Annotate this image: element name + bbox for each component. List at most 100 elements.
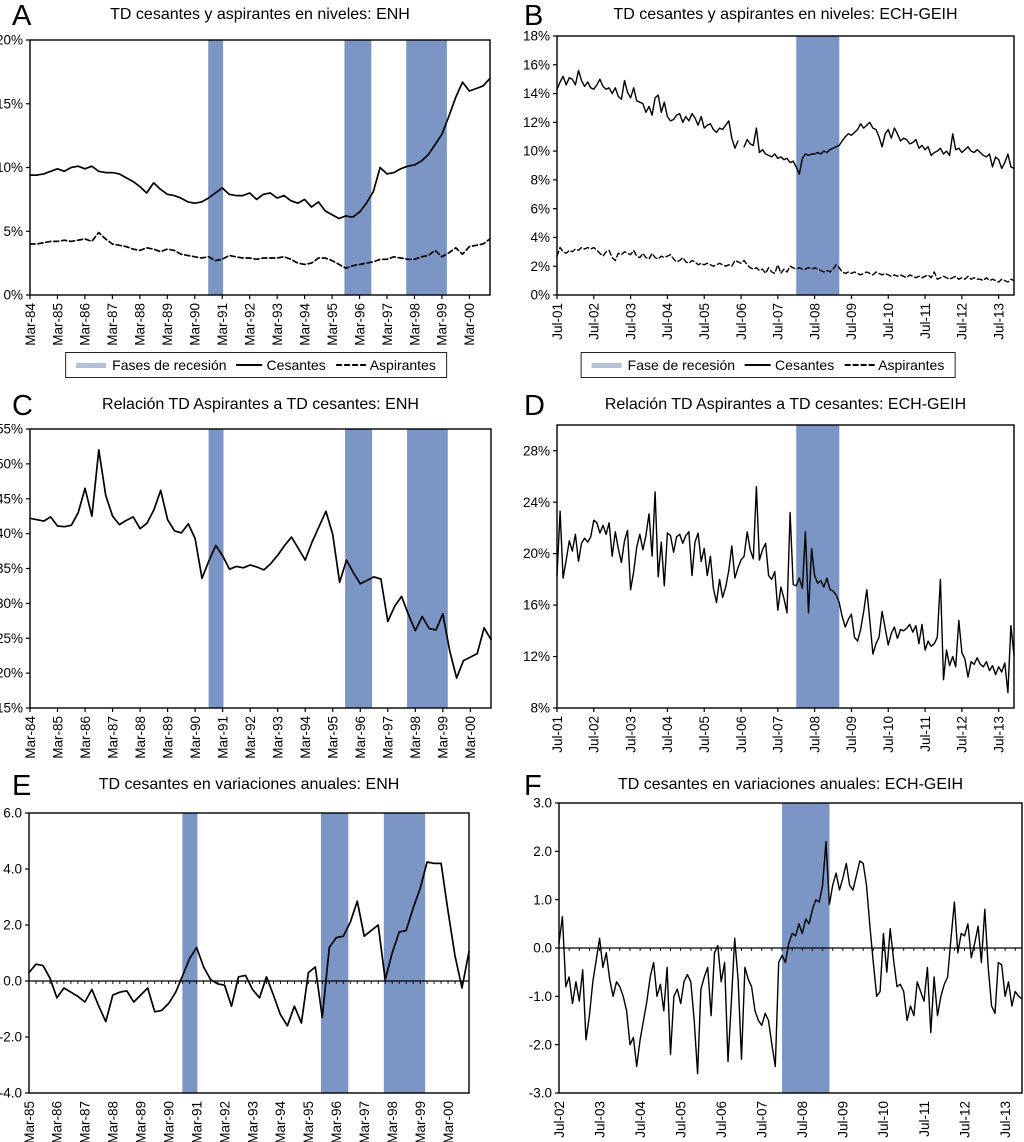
y-axis: 0% 5% 10% 15% 20%	[0, 33, 30, 303]
y-tick-label: 50%	[0, 456, 23, 471]
x-tick-label: Mar-90	[188, 303, 203, 346]
y-tick-label: 10%	[523, 144, 550, 159]
y-tick-label: 14%	[523, 86, 550, 101]
y-tick-label: 4.0	[3, 862, 22, 877]
x-tick-label: Jul-09	[836, 1101, 851, 1138]
legend-label-cesantes: Cesantes	[775, 357, 835, 373]
x-tick-label: Jul-13	[991, 716, 1006, 753]
panel-f: -3.0 -2.0 -1.0 0.0 1.0 2.0 3.0 Jul-02 Jul-03 Jul-…	[512, 770, 1024, 1142]
plot-frame	[556, 424, 1015, 709]
y-tick-label: 5%	[3, 224, 23, 239]
recession-bands	[796, 36, 840, 295]
x-tick-label: Mar-92	[243, 716, 258, 759]
recession-bands	[796, 425, 840, 708]
panel-letter-e: E	[12, 770, 32, 802]
x-tick-label: Mar-85	[50, 716, 65, 759]
y-tick-label: 16%	[523, 57, 550, 72]
x-tick-label: Mar-91	[215, 303, 230, 346]
y-tick-label: -2.0	[529, 1037, 552, 1052]
chart-relacion-enh: 15%20%25%30%35%40%45%50%55%Mar-84Mar-85M…	[0, 422, 492, 759]
y-tick-label: 3.0	[533, 796, 552, 811]
x-tick-label: Jul-02	[587, 716, 602, 753]
x-tick-label: Mar-95	[325, 303, 340, 346]
y-tick-label: 20%	[0, 666, 23, 681]
x-tick-label: Jul-10	[881, 303, 896, 340]
y-axis: -4.0 -2.0 0.0 2.0 4.0 6.0	[0, 806, 29, 1101]
y-tick-label: 8%	[530, 701, 550, 716]
x-tick-label: Mar-88	[133, 303, 148, 346]
y-tick-label: -1.0	[529, 989, 552, 1004]
x-tick-label: Mar-96	[352, 303, 367, 346]
x-tick-label: Jul-04	[633, 1101, 648, 1138]
x-tick-label: Mar-88	[106, 1101, 121, 1142]
panel-title-a: TD cesantes y aspirantes en niveles: ENH	[110, 6, 410, 23]
x-tick-label: Mar-93	[245, 1101, 260, 1142]
y-tick-label: 8%	[530, 172, 550, 187]
legend-label-aspirantes: Aspirantes	[878, 357, 945, 373]
x-tick-label: Mar-91	[189, 1101, 204, 1142]
y-tick-label: 1.0	[533, 892, 552, 907]
x-axis: Mar-85 Mar-86 Mar-87 Mar-88 Mar-89 Mar-90 Mar-…	[22, 1101, 456, 1142]
x-tick-label: Mar-96	[329, 1101, 344, 1142]
panel-title-d: Relación TD Aspirantes a TD cesantes: EC…	[604, 396, 967, 413]
x-tick-label: Mar-84	[23, 716, 38, 759]
legend-label-aspirantes: Aspirantes	[369, 357, 436, 373]
y-tick-label: 35%	[0, 561, 23, 576]
recession-bands	[182, 813, 426, 1093]
x-tick-label: Mar-95	[326, 716, 341, 759]
y-tick-label: 30%	[0, 596, 23, 611]
y-tick-label: 0.0	[3, 974, 22, 989]
y-tick-label: 20%	[523, 546, 550, 561]
recession-band-swatch	[76, 362, 107, 368]
y-axis: 15% 20% 25% 30% 35% 40% 45% 50% 55%	[0, 422, 30, 716]
legend-label-cesantes: Cesantes	[266, 357, 326, 373]
recession-band-swatch	[591, 362, 622, 368]
y-tick-label: 18%	[523, 29, 550, 44]
panel-letter-f: F	[524, 770, 542, 802]
x-tick-label: Mar-94	[298, 716, 313, 759]
x-tick-label: Jul-06	[714, 1101, 729, 1138]
panel-letter-a: A	[12, 0, 32, 32]
recession-bands	[208, 40, 447, 295]
panel-title-b: TD cesantes y aspirantes en niveles: ECH…	[613, 6, 958, 23]
chart-niveles-enh: 0%5%10%15%20%Mar-84Mar-85Mar-86Mar-87Mar…	[0, 33, 491, 346]
x-tick-label: Mar-93	[271, 716, 286, 759]
x-tick-label: Mar-97	[357, 1101, 372, 1142]
x-axis: Jul-01 Jul-02 Jul-03 Jul-04 Jul-05 Jul-06 Jul-…	[550, 708, 1006, 753]
x-tick-label: Jul-05	[697, 716, 712, 753]
x-tick-label: Mar-91	[215, 716, 230, 759]
x-tick-label: Mar-00	[441, 1101, 456, 1142]
y-tick-label: 45%	[0, 491, 23, 506]
x-tick-label: Mar-97	[381, 716, 396, 759]
x-axis: Mar-84 Mar-85 Mar-86 Mar-87 Mar-88 Mar-89 Mar-…	[23, 708, 478, 759]
y-axis: 0% 2% 4% 6% 8% 10% 12% 14% 16% 18%	[523, 29, 557, 303]
x-tick-label: Jul-12	[957, 1101, 972, 1138]
x-tick-label: Mar-92	[243, 303, 258, 346]
y-tick-label: 0.0	[533, 941, 552, 956]
y-tick-label: 2%	[530, 259, 550, 274]
x-tick-label: Mar-98	[408, 716, 423, 759]
y-tick-label: 10%	[0, 160, 23, 175]
x-tick-label: Jul-02	[552, 1101, 567, 1138]
x-tick-label: Jul-01	[550, 303, 565, 340]
chart-relacion-ech-geih: 8%12%16%20%24%28%Jul-01 Jul-02 Jul-03 Jul-0…	[523, 424, 1015, 753]
panel-title-e: TD cesantes en variaciones anuales: ENH	[98, 776, 400, 793]
x-tick-label: Mar-93	[270, 303, 285, 346]
x-tick-label: Jul-10	[881, 716, 896, 753]
legend-label-recession: Fases de recesión	[112, 357, 227, 373]
x-tick-label: Jul-07	[771, 716, 786, 753]
y-tick-label: 2.0	[533, 844, 552, 859]
x-tick-label: Mar-99	[413, 1101, 428, 1142]
x-tick-label: Jul-13	[991, 303, 1006, 340]
x-tick-label: Mar-86	[50, 1101, 65, 1142]
x-tick-label: Mar-99	[435, 303, 450, 346]
y-tick-label: 40%	[0, 526, 23, 541]
y-tick-label: 12%	[523, 115, 550, 130]
panel-d: 8% 12% 16% 20% 24% 28% Jul-01 Jul-02 Jul-03 Jul-0…	[512, 390, 1024, 770]
x-tick-label: Mar-85	[50, 303, 65, 346]
x-tick-label: Jul-06	[734, 716, 749, 753]
zero-line	[558, 947, 1022, 951]
x-tick-label: Jul-11	[918, 303, 933, 339]
panel-letter-b: B	[524, 0, 544, 32]
